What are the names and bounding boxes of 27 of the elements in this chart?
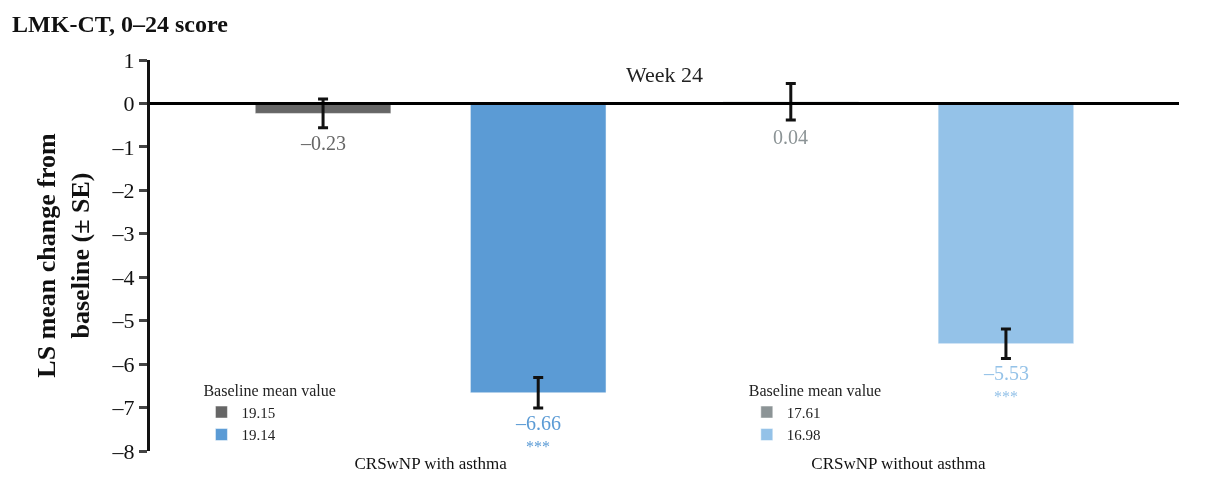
y-tick-label: –8 xyxy=(111,438,135,464)
y-tick-label: –1 xyxy=(111,134,135,160)
y-tick-label: –3 xyxy=(111,221,135,247)
text: Baseline mean value xyxy=(748,381,882,399)
y-tick-label: –4 xyxy=(111,264,135,290)
data-label: –6.66 xyxy=(515,412,561,434)
y-tick-label: –7 xyxy=(111,395,135,421)
data-label: –5.53 xyxy=(983,362,1029,384)
legend-label: 16.98 xyxy=(786,427,821,444)
annotation: Week 24 xyxy=(626,62,704,87)
data-label: –0.23 xyxy=(300,132,346,154)
y-tick-label: 1 xyxy=(123,47,135,73)
legend-label: 19.15 xyxy=(241,404,276,421)
y-axis-title: LS mean change from baseline (± SE) xyxy=(32,132,95,378)
y-tick-label: 0 xyxy=(123,91,135,117)
x-tick-label: CRSwNP without asthma xyxy=(811,454,986,473)
y-tick-label: –2 xyxy=(111,178,135,204)
y-tick-label: –6 xyxy=(111,351,135,377)
legend-title: Baseline mean value xyxy=(203,381,336,399)
legend-label: 17.61 xyxy=(786,404,821,421)
y-tick-label: –5 xyxy=(111,308,135,334)
annotation: *** xyxy=(994,388,1018,405)
legend-label: 19.14 xyxy=(241,427,276,444)
x-tick-label: CRSwNP with asthma xyxy=(354,454,508,473)
annotation: *** xyxy=(526,438,550,455)
chart-title: LMK-CT, 0–24 score xyxy=(12,10,229,37)
data-label: 0.04 xyxy=(773,126,808,148)
